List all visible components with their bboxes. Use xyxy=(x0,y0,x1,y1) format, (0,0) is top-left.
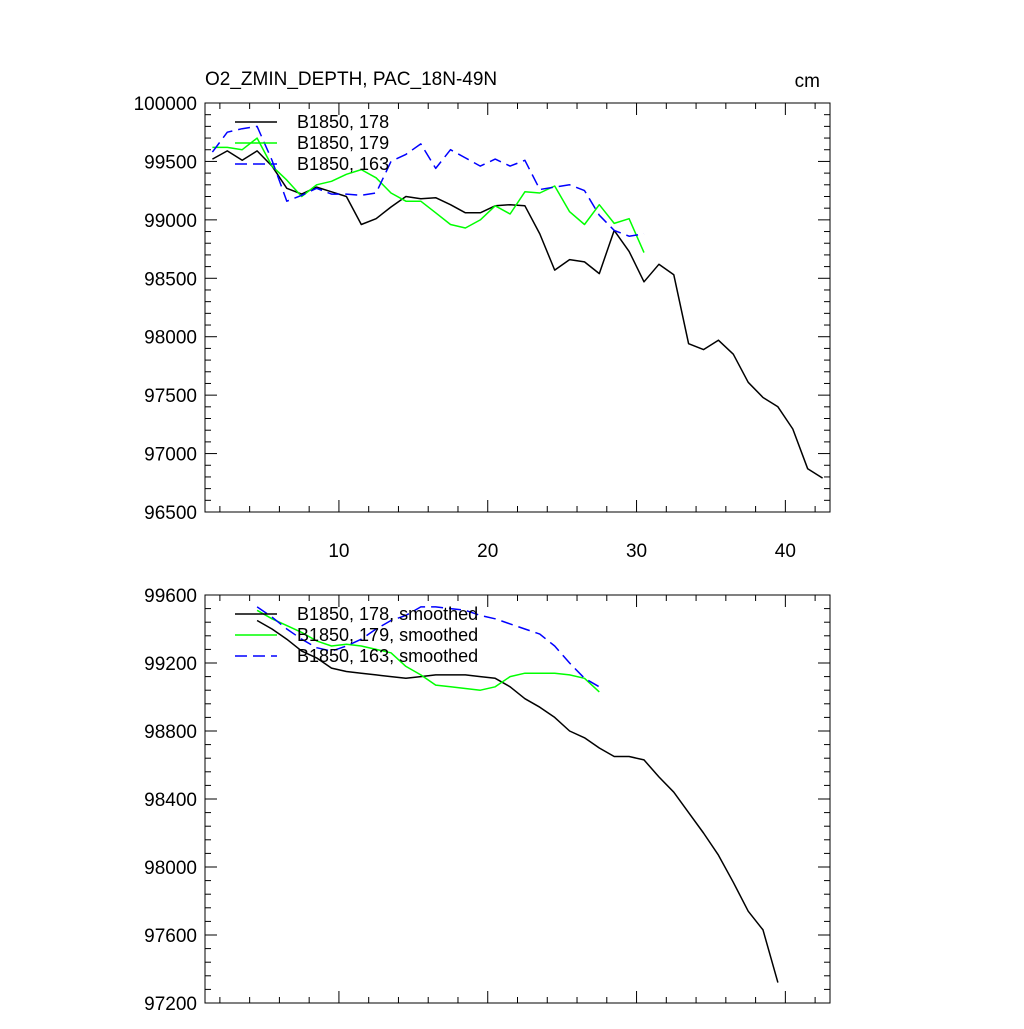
y-tick-label: 98000 xyxy=(144,328,197,349)
series-line-1 xyxy=(212,150,823,479)
bottom-axes: 97200 97600 98000 98400 98800 99200 99600 xyxy=(144,586,830,1015)
y-tick-label: 97000 xyxy=(144,445,197,466)
y-tick-label: 97600 xyxy=(144,926,197,947)
chart-title: O2_ZMIN_DEPTH, PAC_18N-49N xyxy=(205,69,497,90)
series-line-2 xyxy=(212,137,645,253)
y-tick-label: 96500 xyxy=(144,503,197,524)
x-tick-label: 20 xyxy=(477,541,498,562)
top-lines xyxy=(211,125,823,479)
y-tick-label: 100000 xyxy=(134,94,197,115)
legend-label: B1850, 178, smoothed xyxy=(297,604,478,624)
bottom-panel: 97200 97600 98000 98400 98800 99200 99600 B185… xyxy=(144,586,831,1015)
y-tick-label: 99200 xyxy=(144,654,197,675)
legend-label: B1850, 179 xyxy=(297,133,389,153)
y-tick-label: 99000 xyxy=(144,211,197,232)
series-line-2 xyxy=(256,609,600,693)
y-tick-label: 98400 xyxy=(144,790,197,811)
y-tick-label: 99600 xyxy=(144,586,197,607)
series-line-1 xyxy=(256,619,779,983)
y-tick-label: 97200 xyxy=(144,994,197,1015)
legend-label: B1850, 163, smoothed xyxy=(297,646,478,666)
x-tick-label: 10 xyxy=(328,541,349,562)
x-tick-label: 40 xyxy=(775,541,796,562)
series-line-3 xyxy=(211,125,645,237)
y-tick-label: 97500 xyxy=(144,386,197,407)
legend-label: B1850, 163 xyxy=(297,154,389,174)
bottom-lines xyxy=(256,606,779,983)
y-tick-label: 98500 xyxy=(144,269,197,290)
x-tick-label: 30 xyxy=(626,541,647,562)
y-tick-label: 98000 xyxy=(144,858,197,879)
legend-label: B1850, 178 xyxy=(297,112,389,132)
y-tick-label: 98800 xyxy=(144,722,197,743)
y-tick-label: 99500 xyxy=(144,152,197,173)
legend-label: B1850, 179, smoothed xyxy=(297,625,478,645)
series-line-3 xyxy=(256,606,600,688)
top-axes: 96500 97000 97500 98000 98500 99000 99500 10000… xyxy=(134,94,830,562)
units-label: cm xyxy=(795,71,820,92)
top-panel: O2_ZMIN_DEPTH, PAC_18N-49N cm 96500 97000… xyxy=(134,69,831,562)
